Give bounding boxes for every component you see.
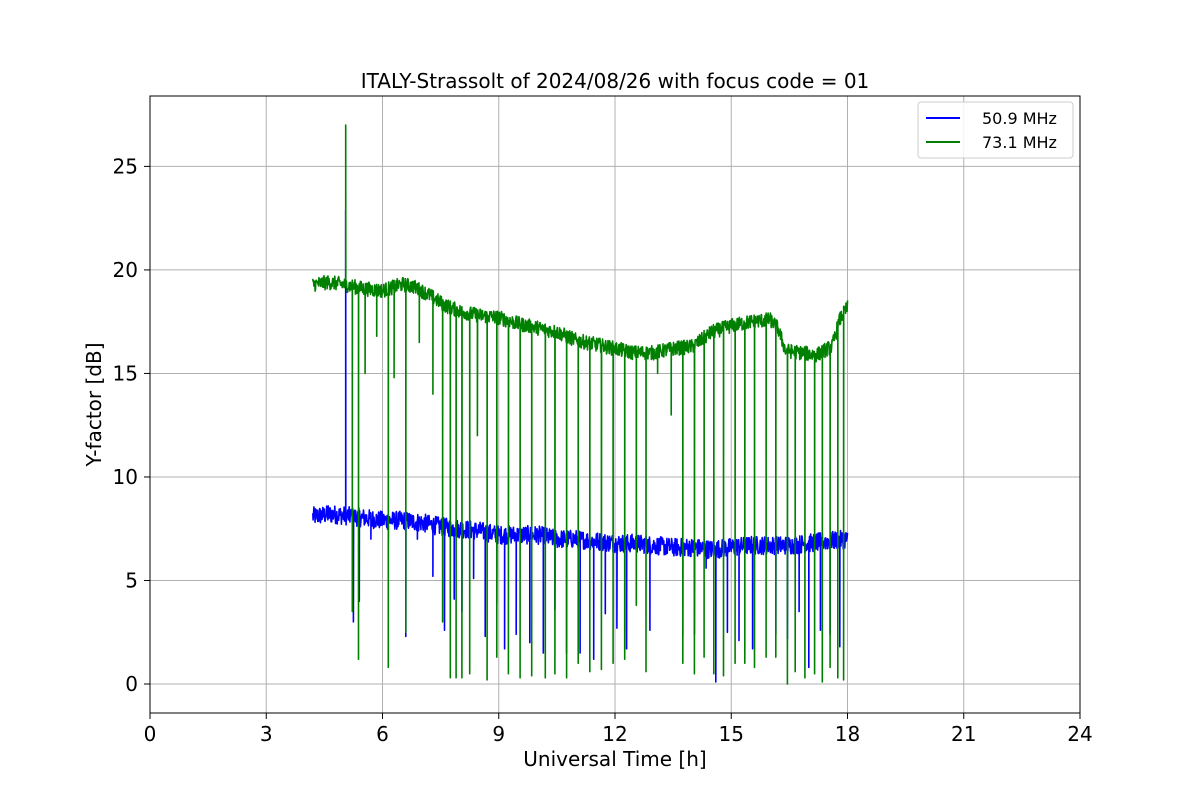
x-tick-label: 3	[260, 722, 273, 746]
x-tick-label: 15	[719, 722, 744, 746]
y-axis-label: Y-factor [dB]	[82, 342, 106, 467]
x-tick-label: 0	[144, 722, 157, 746]
chart-title: ITALY-Strassolt of 2024/08/26 with focus…	[361, 69, 870, 93]
x-tick-label: 24	[1067, 722, 1092, 746]
x-tick-label: 18	[835, 722, 860, 746]
series-line-0	[312, 209, 849, 683]
y-tick-label: 20	[113, 258, 138, 282]
legend-box	[917, 101, 1074, 159]
y-tick-label: 5	[125, 568, 138, 592]
y-tick-label: 15	[113, 361, 138, 385]
series-line-1	[312, 124, 849, 685]
legend-entry: 50.9 MHz	[982, 109, 1057, 128]
y-tick-label: 10	[113, 465, 138, 489]
series-lines	[312, 124, 849, 685]
y-tick-label: 25	[113, 154, 138, 178]
ticks: 0 3 6 9 12 15 18 21 24 0 5 10 15 20 25	[113, 154, 1093, 746]
x-tick-label: 6	[376, 722, 389, 746]
y-tick-label: 0	[125, 672, 138, 696]
x-tick-label: 12	[602, 722, 627, 746]
x-tick-label: 9	[492, 722, 505, 746]
x-axis-label: Universal Time [h]	[523, 747, 706, 771]
legend: 50.9 MHz 73.1 MHz	[917, 101, 1074, 159]
x-tick-label: 21	[951, 722, 976, 746]
legend-entry: 73.1 MHz	[982, 133, 1057, 152]
